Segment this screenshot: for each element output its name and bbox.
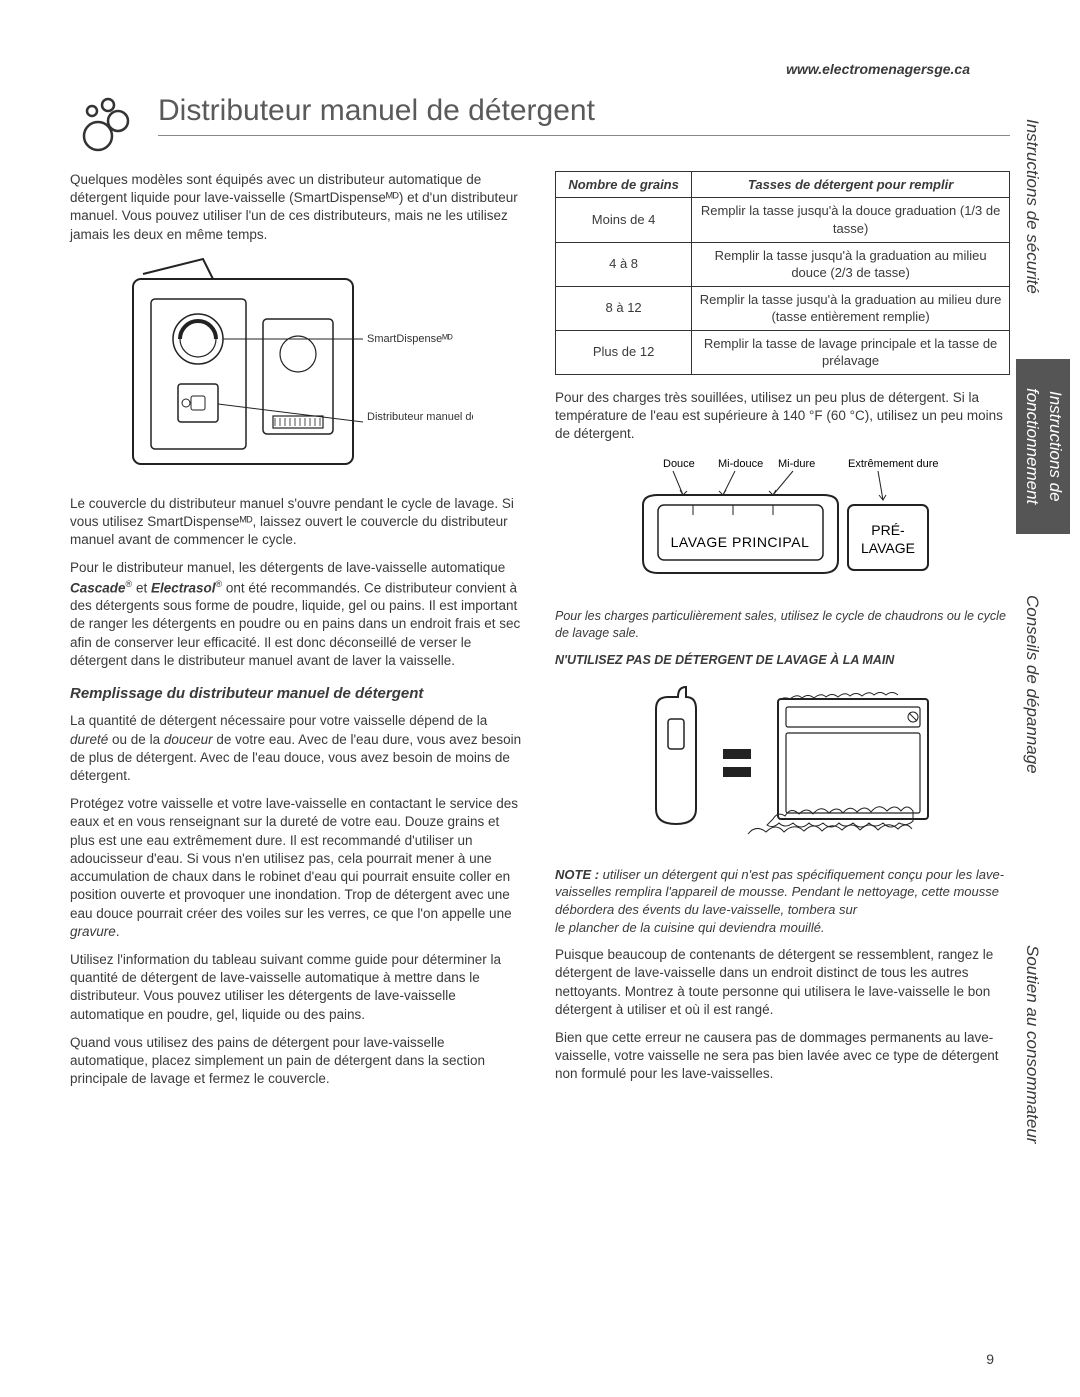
section-tab-1[interactable]: Instructions de fonctionnement [1016, 359, 1070, 534]
overflow-diagram [618, 679, 948, 849]
r4: Bien que cette erreur ne causera pas de … [555, 1029, 1010, 1084]
svg-text:SmartDispenseᴹᴰ: SmartDispenseᴹᴰ [367, 333, 453, 345]
p6: Quand vous utilisez des pains de déterge… [70, 1034, 525, 1089]
page-number: 9 [986, 1350, 994, 1369]
subhead-fill: Remplissage du distributeur manuel de dé… [70, 684, 525, 704]
section-tabs: Instructions de sécuritéInstructions de … [1016, 54, 1052, 1344]
r3: Puisque beaucoup de contenants de déterg… [555, 946, 1010, 1019]
svg-text:Extrêmement dure: Extrêmement dure [848, 458, 938, 470]
cup-scale-diagram: Douce Mi-douce Mi-dure Extrêmement dure … [623, 455, 943, 585]
intro-text: Quelques modèles sont équipés avec un di… [70, 171, 525, 244]
svg-text:Mi-dure: Mi-dure [778, 458, 815, 470]
site-url: www.electromenagersge.ca [70, 60, 970, 79]
p5: Utilisez l'information du tableau suivan… [70, 951, 525, 1024]
section-tab-2[interactable]: Conseils de dépannage [1016, 534, 1047, 834]
note-block: NOTE : utiliser un détergent qui n'est p… [555, 866, 1010, 936]
p4: Protégez votre vaisselle et votre lave-v… [70, 795, 525, 941]
r1: Pour des charges très souillées, utilise… [555, 389, 1010, 444]
para1: Le couvercle du distributeur manuel s'ou… [70, 495, 525, 550]
th-cups: Tasses de détergent pour remplir [692, 171, 1010, 198]
r2-note: Pour les charges particulièrement sales,… [555, 608, 1010, 642]
bubbles-icon [70, 91, 140, 161]
svg-text:Douce: Douce [663, 458, 695, 470]
section-tab-0[interactable]: Instructions de sécurité [1016, 54, 1047, 359]
para2: Pour le distributeur manuel, les déterge… [70, 559, 525, 670]
svg-text:LAVAGE PRINCIPAL: LAVAGE PRINCIPAL [670, 534, 809, 550]
svg-text:LAVAGE: LAVAGE [861, 540, 915, 556]
detergent-table: Nombre de grains Tasses de détergent pou… [555, 171, 1010, 375]
page-title: Distributeur manuel de détergent [158, 91, 1010, 137]
dispenser-diagram: SmartDispenseᴹᴰ Distributeur manuel de d… [123, 254, 473, 474]
svg-text:Mi-douce: Mi-douce [718, 458, 763, 470]
section-tab-3[interactable]: Soutien au consommateur [1016, 834, 1047, 1254]
p3: La quantité de détergent nécessaire pour… [70, 712, 525, 785]
svg-text:Distributeur manuel de déterge: Distributeur manuel de détergent [367, 411, 473, 423]
warn-no-hand-detergent: N'UTILISEZ PAS DE DÉTERGENT DE LAVAGE À … [555, 652, 1010, 669]
th-grains: Nombre de grains [556, 171, 692, 198]
svg-text:PRÉ-: PRÉ- [871, 522, 905, 538]
